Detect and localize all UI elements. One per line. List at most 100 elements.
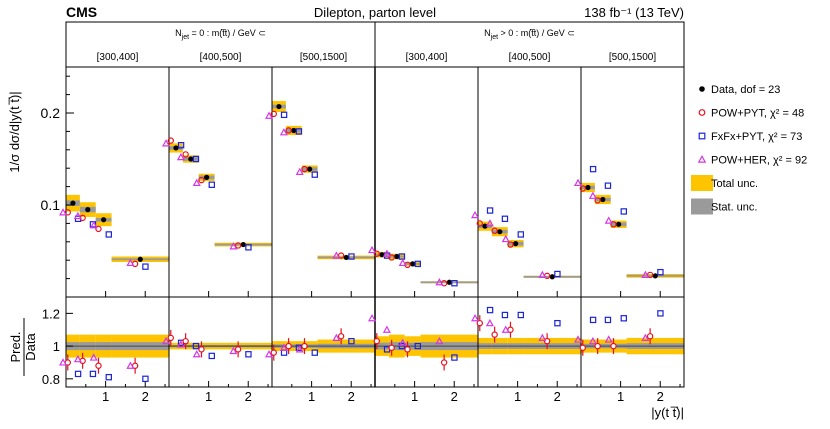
lumi-label: 138 fb⁻¹ (13 TeV) — [584, 5, 684, 20]
ratio-fxfx-pyt-point — [657, 310, 664, 317]
data-point — [482, 223, 488, 229]
pow-pyt-point — [198, 176, 205, 184]
fxfx-pyt-point — [517, 231, 524, 238]
x-tick-label: 2 — [451, 389, 458, 404]
ratio-pow-pyt-point — [610, 342, 617, 350]
pow-pyt-point — [95, 225, 102, 233]
y-tick-label: 0.1 — [41, 197, 61, 213]
data-point — [446, 279, 452, 285]
fxfx-pyt-point — [192, 155, 200, 163]
ratio-fxfx-pyt-point — [142, 375, 149, 383]
data-markers — [59, 103, 664, 383]
mtt-range-label: [300,400] — [406, 52, 448, 63]
ratio-pow-pyt-point — [543, 337, 551, 345]
data-point — [85, 207, 91, 213]
ratio-pow-her-point — [382, 325, 391, 333]
data-point — [379, 252, 385, 258]
ratio-pow-pyt-point — [491, 331, 498, 338]
main-panel-frame — [477, 66, 582, 298]
pow-her-point — [471, 210, 480, 219]
pow-her-point — [126, 258, 135, 267]
legend-fxfx-pyt-marker — [698, 132, 706, 140]
pow-pyt-point — [388, 254, 395, 261]
pow-pyt-point — [594, 197, 601, 204]
ratio-pow-her-point — [332, 333, 341, 342]
y-axis-title: 1/σ dσ/d|y(t t̅)| — [7, 91, 22, 172]
njet-group-label: Njet > 0 : m(t̅t) / GeV ⊂ — [484, 28, 575, 41]
ratio-pow-her-point — [398, 338, 407, 346]
ratio-fxfx-pyt-point — [589, 316, 597, 324]
legend-stat-unc-swatch — [691, 198, 713, 215]
ratio-fxfx-pyt-point — [554, 319, 561, 327]
ratio-fxfx-pyt-point — [517, 311, 524, 319]
ratio-pow-pyt-point — [404, 346, 411, 353]
fxfx-pyt-point — [451, 280, 458, 287]
ratio-pow-her-point — [485, 318, 494, 327]
pow-her-point — [59, 208, 68, 216]
ratio-pow-pyt-point — [594, 342, 601, 350]
fxfx-pyt-point — [398, 253, 406, 260]
x-tick-label: 2 — [554, 389, 561, 404]
ratio-pow-pyt-point — [198, 346, 205, 353]
ratio-pow-pyt-point — [234, 346, 242, 353]
legend-total-unc-swatch — [691, 175, 713, 191]
legend: Data, dof = 23 POW+PYT, χ² = 48 FxFx+PYT, … — [691, 84, 807, 215]
mtt-range-label: [300,400] — [97, 52, 139, 63]
fxfx-pyt-point — [280, 111, 288, 119]
data-point — [600, 196, 606, 203]
ratio-fxfx-pyt-point — [295, 344, 303, 351]
fxfx-pyt-point — [311, 171, 318, 178]
legend-label: Total unc. — [711, 178, 758, 190]
ratio-pow-her-point — [229, 346, 238, 355]
main-panel-frame — [168, 66, 273, 298]
pow-her-point — [295, 167, 304, 175]
ratio-pow-her-point — [176, 340, 185, 348]
fxfx-pyt-point — [604, 182, 612, 189]
njet-group-label: Njet = 0 : m(t̅t) / GeV ⊂ — [175, 28, 266, 41]
data-point — [101, 217, 107, 223]
fxfx-pyt-point — [589, 165, 597, 173]
ratio-y-title-bottom: Data — [23, 333, 38, 361]
ratio-fxfx-pyt-point — [620, 315, 627, 322]
pow-her-point — [192, 178, 201, 187]
ratio-pow-her-point — [89, 353, 98, 361]
pow-her-point — [162, 139, 171, 147]
ratio-pow-her-point — [368, 314, 377, 322]
pow-her-point — [641, 270, 650, 279]
ratio-fxfx-pyt-point — [486, 306, 494, 314]
ratio-pow-pyt-point — [337, 333, 345, 340]
data-point — [276, 103, 282, 110]
ratio-pow-pyt-point — [285, 342, 292, 350]
ratio-pow-her-point — [59, 358, 68, 366]
y-tick-label: 0.2 — [41, 105, 61, 121]
data-point — [652, 273, 658, 279]
x-tick-label: 1 — [205, 389, 212, 404]
ratio-fxfx-pyt-point — [604, 316, 612, 324]
ratio-fxfx-pyt-point — [414, 342, 421, 350]
x-tick-label: 1 — [102, 389, 109, 404]
ratio-fxfx-pyt-point — [501, 311, 509, 319]
pow-her-point — [73, 211, 82, 220]
legend-label: FxFx+PYT, χ² = 73 — [711, 131, 802, 143]
data-point — [291, 127, 297, 134]
mtt-range-label: [400,500] — [200, 52, 242, 63]
ratio-fxfx-pyt-point — [105, 373, 112, 381]
data-point — [343, 254, 349, 261]
mtt-range-label: [500,1500] — [609, 52, 656, 63]
mtt-range-label: [500,1500] — [300, 52, 347, 63]
cms-label: CMS — [66, 4, 97, 20]
x-tick-label: 2 — [245, 389, 252, 404]
fxfx-pyt-point — [554, 270, 561, 278]
ratio-tick-label: 0.8 — [42, 372, 60, 387]
main-panel-frame — [580, 66, 685, 298]
ratio-fxfx-pyt-point — [74, 370, 82, 378]
ratio-pow-her-point — [501, 325, 510, 333]
fxfx-pyt-point — [295, 128, 303, 135]
ratio-pow-her-point — [295, 345, 304, 353]
pow-pyt-point — [373, 250, 380, 257]
pow-her-point — [485, 219, 494, 227]
pow-her-point — [574, 178, 583, 187]
fxfx-pyt-point — [208, 181, 215, 188]
data-point — [70, 200, 76, 206]
